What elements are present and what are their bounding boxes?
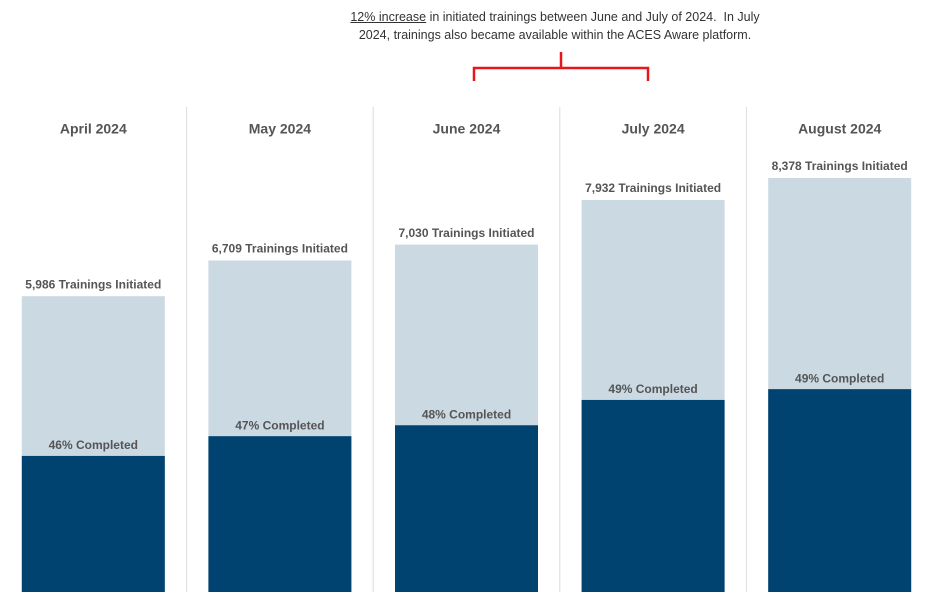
column-header: April 2024 [60, 121, 127, 137]
column-header: June 2024 [433, 121, 501, 137]
annotation-line: 2024, trainings also became available wi… [255, 26, 855, 44]
bar-completed [395, 425, 538, 592]
annotation-highlight: 12% increase [350, 10, 427, 24]
bracket [472, 52, 650, 81]
value-label: 47% Completed [235, 418, 324, 432]
annotation-text: 2024, trainings also became available wi… [358, 28, 752, 42]
value-label: 7,932 Trainings Initiated [585, 181, 721, 195]
value-label: 8,378 Trainings Initiated [772, 159, 908, 173]
value-label: 5,986 Trainings Initiated [25, 277, 161, 291]
column-header: May 2024 [249, 121, 311, 137]
column-header: August 2024 [798, 121, 881, 137]
annotation: 12% increase in initiated trainings betw… [255, 8, 855, 44]
annotation-line: 12% increase in initiated trainings betw… [255, 8, 855, 26]
value-label: 46% Completed [49, 438, 138, 452]
bar-completed [581, 399, 725, 592]
value-label: 6,709 Trainings Initiated [212, 242, 348, 256]
bar-completed [208, 436, 352, 592]
column-header: July 2024 [622, 121, 685, 137]
bar-completed [21, 455, 165, 592]
annotation-text: in initiated trainings between June and … [426, 10, 760, 24]
value-label: 49% Completed [795, 371, 884, 385]
bar-completed [768, 389, 912, 592]
value-label: 7,030 Trainings Initiated [398, 226, 534, 240]
value-label: 48% Completed [422, 407, 511, 421]
value-label: 49% Completed [608, 382, 697, 396]
